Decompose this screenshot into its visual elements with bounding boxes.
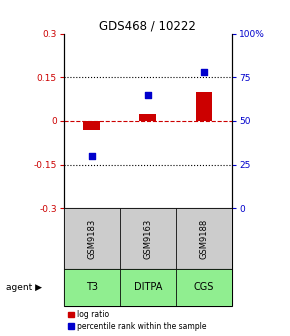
Legend: log ratio, percentile rank within the sample: log ratio, percentile rank within the sa… [68, 310, 206, 331]
Point [146, 92, 150, 97]
Bar [176, 269, 232, 306]
Point [202, 69, 206, 75]
Bar [195, 92, 212, 121]
Point [90, 153, 94, 159]
Text: GSM9188: GSM9188 [200, 218, 209, 259]
Bar [139, 114, 156, 121]
Title: GDS468 / 10222: GDS468 / 10222 [99, 19, 196, 33]
Bar [64, 269, 120, 306]
Text: CGS: CGS [194, 282, 214, 292]
Bar [84, 121, 100, 130]
Text: T3: T3 [86, 282, 98, 292]
Bar [176, 208, 232, 269]
Text: DITPA: DITPA [134, 282, 162, 292]
Bar [64, 208, 232, 269]
Bar [64, 208, 120, 269]
Bar [64, 269, 232, 306]
Text: GSM9163: GSM9163 [143, 218, 153, 259]
Bar [120, 208, 176, 269]
Bar [120, 269, 176, 306]
Text: GSM9183: GSM9183 [87, 218, 96, 259]
Text: agent ▶: agent ▶ [6, 283, 42, 292]
